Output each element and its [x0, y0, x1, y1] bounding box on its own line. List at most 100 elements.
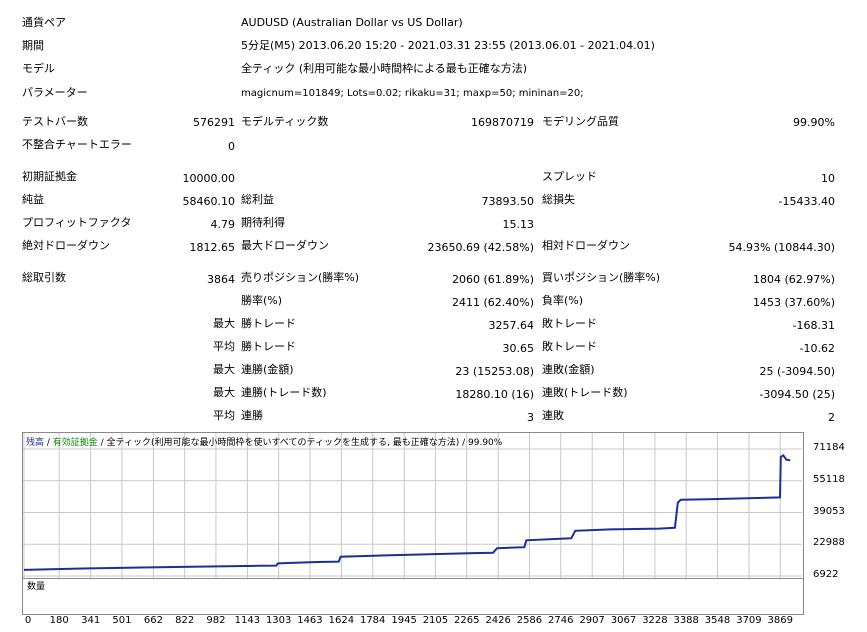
legend-balance: 残高: [26, 438, 45, 448]
legend-model-text: 全ティック(利用可能な最小時間枠を使いすべてのティックを生成する, 最も正確な方…: [106, 438, 460, 448]
value-total-trades: 3864: [207, 273, 235, 286]
value-gross-profit: 73893.50: [481, 195, 535, 208]
label-spread: スプレッド: [542, 170, 597, 183]
y-tick-label: 55118: [813, 473, 845, 485]
x-tick-label: 1303: [265, 615, 292, 626]
prefix-max-consec-profit: 最大: [213, 386, 235, 399]
y-tick-label: 39053: [813, 505, 845, 517]
report-summary: 通貨ペア AUDUSD (Australian Dollar vs US Dol…: [22, 16, 835, 424]
prefix-max-consec: 最大: [213, 363, 235, 376]
value-period: 5分足(M5) 2013.06.20 15:20 - 2021.03.31 23…: [241, 39, 655, 52]
x-tick-label: 1945: [391, 615, 417, 626]
label-avg-win: 勝トレード: [241, 340, 296, 353]
x-tick-label: 822: [175, 615, 195, 626]
chart-legend: 残高 / 有効証拠金 / 全ティック(利用可能な最小時間枠を使いすべてのティック…: [26, 436, 502, 450]
volume-chart: [22, 578, 804, 615]
legend-separator: /: [44, 438, 53, 448]
value-net-profit: 58460.10: [182, 195, 236, 208]
label-net-profit: 純益: [22, 193, 44, 206]
x-tick-label: 982: [206, 615, 226, 626]
label-rel-drawdown: 相対ドローダウン: [542, 239, 630, 252]
y-tick-label: 71184: [813, 442, 845, 453]
x-tick-label: 3548: [704, 615, 731, 626]
value-max-consec-losses: 25 (-3094.50): [759, 365, 835, 378]
x-tick-label: 501: [112, 615, 132, 626]
x-tick-label: 3388: [673, 615, 699, 626]
legend-separator: /: [97, 438, 107, 448]
value-model-ticks: 169870719: [471, 116, 534, 129]
value-params: magicnum=101849; Lots=0.02; rikaku=31; m…: [241, 88, 584, 99]
value-long-positions: 1804 (62.97%): [752, 273, 835, 286]
label-profit-factor: プロフィットファクタ: [22, 216, 132, 229]
x-axis: 0 180 341 501 662 822 982 1143 1303 1463 1624 1784 1…: [0, 613, 867, 632]
value-short-positions: 2060 (61.89%): [451, 273, 534, 286]
prefix-largest: 最大: [213, 317, 235, 330]
value-largest-loss: -168.31: [792, 319, 835, 332]
value-model-quality: 99.90%: [793, 116, 835, 129]
label-params: パラメーター: [22, 86, 88, 99]
x-tick-label: 2907: [579, 615, 605, 626]
value-win-rate: 2411 (62.40%): [451, 296, 534, 309]
x-tick-label: 2105: [422, 615, 449, 626]
label-initial-deposit: 初期証拠金: [22, 170, 77, 183]
label-max-consec-profit: 連勝(トレード数): [241, 386, 327, 399]
label-symbol: 通貨ペア: [22, 16, 66, 29]
x-tick-label: 1624: [328, 615, 355, 626]
value-rel-drawdown: 54.93% (10844.30): [728, 241, 835, 254]
value-spread: 10: [821, 172, 835, 185]
label-win-rate: 勝率(%): [241, 294, 283, 307]
x-tick-label: 3067: [610, 615, 637, 626]
label-loss-rate: 負率(%): [542, 294, 584, 307]
value-max-drawdown: 23650.69 (42.58%): [427, 241, 534, 254]
label-gross-profit: 総利益: [241, 193, 274, 206]
prefix-avg-consec: 平均: [213, 409, 235, 422]
label-total-trades: 総取引数: [22, 271, 66, 284]
value-max-consec-profit: 18280.10 (16): [455, 388, 534, 401]
value-initial-deposit: 10000.00: [182, 172, 236, 185]
label-gross-loss: 総損失: [542, 193, 575, 206]
x-tick-label: 1463: [297, 615, 323, 626]
label-abs-drawdown: 絶対ドローダウン: [22, 239, 110, 252]
label-max-consec-loss: 連敗(トレード数): [542, 386, 628, 399]
value-abs-drawdown: 1812.65: [189, 241, 236, 254]
legend-quality: / 99.90%: [459, 438, 503, 448]
label-model-ticks: モデルティック数: [241, 115, 329, 128]
y-tick-label: 22988: [813, 537, 845, 549]
label-test-bars: テストバー数: [22, 115, 88, 128]
label-largest-win: 勝トレード: [241, 317, 296, 330]
label-max-consec-wins: 連勝(金額): [241, 363, 294, 376]
value-loss-rate: 1453 (37.60%): [752, 296, 835, 309]
value-profit-factor: 4.79: [210, 218, 236, 231]
x-tick-label: 3869: [767, 615, 793, 626]
x-tick-label: 3709: [736, 615, 762, 626]
label-short-positions: 売りポジション(勝率%): [241, 271, 360, 284]
value-model: 全ティック (利用可能な最小時間枠による最も正確な方法): [241, 62, 528, 75]
value-avg-consec-wins: 3: [527, 411, 534, 424]
x-tick-label: 2586: [516, 615, 543, 626]
value-avg-loss: -10.62: [799, 342, 835, 355]
label-avg-loss: 敗トレード: [542, 340, 597, 353]
x-tick-label: 662: [143, 615, 163, 626]
label-max-drawdown: 最大ドローダウン: [241, 239, 329, 252]
label-largest-loss: 敗トレード: [542, 317, 597, 330]
x-tick-label: 1143: [234, 615, 261, 626]
value-largest-win: 3257.64: [488, 319, 535, 332]
label-model: モデル: [22, 62, 55, 75]
value-gross-loss: -15433.40: [778, 195, 835, 208]
x-tick-label: 341: [81, 615, 101, 626]
x-tick-label: 180: [49, 615, 69, 626]
label-mismatch: 不整合チャートエラー: [22, 138, 132, 151]
value-expected-payoff: 15.13: [502, 218, 535, 231]
value-avg-consec-losses: 2: [828, 411, 835, 424]
x-tick-label: 0: [24, 615, 32, 626]
value-symbol: AUDUSD (Australian Dollar vs US Dollar): [241, 16, 463, 29]
label-model-quality: モデリング品質: [542, 115, 619, 128]
value-avg-win: 30.65: [502, 342, 535, 355]
x-tick-label: 1784: [359, 615, 386, 626]
x-tick-label: 2265: [453, 615, 480, 626]
label-long-positions: 買いポジション(勝率%): [542, 271, 661, 284]
y-tick-label: 6922: [813, 569, 839, 580]
x-tick-label: 2746: [547, 615, 574, 626]
value-max-consec-wins: 23 (15253.08): [455, 365, 534, 378]
